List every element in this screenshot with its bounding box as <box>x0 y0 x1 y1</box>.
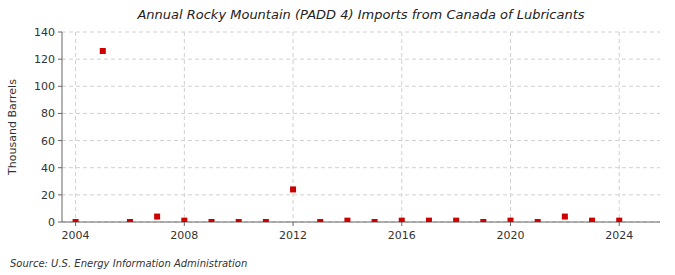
chart-svg: 0 20 40 60 80 100 120 140 2004 2008 2012 2016 2020 20… <box>0 0 675 275</box>
y-tick <box>58 113 62 114</box>
point <box>236 219 242 222</box>
x-tick <box>401 222 402 226</box>
point <box>480 219 486 222</box>
x-tick-label: 2004 <box>62 229 90 242</box>
point <box>263 219 269 222</box>
x-tick-label: 2012 <box>279 229 307 242</box>
point <box>372 219 378 222</box>
y-tick-label: 40 <box>41 162 55 175</box>
ticks: 0 20 40 60 80 100 120 140 2004 2008 2012 2016 2020 20… <box>34 26 633 242</box>
x-tick <box>510 222 511 226</box>
y-grid-line <box>62 32 660 33</box>
x-tick <box>293 222 294 226</box>
x-tick-label: 2020 <box>497 229 525 242</box>
point <box>127 219 133 222</box>
y-grid-line <box>62 113 660 114</box>
y-tick <box>58 194 62 195</box>
point <box>562 214 568 220</box>
point <box>317 219 323 222</box>
y-tick <box>58 32 62 33</box>
x-grid-line <box>619 32 620 222</box>
y-tick <box>58 140 62 141</box>
x-axis-line <box>62 222 660 223</box>
x-grid-line <box>184 32 185 222</box>
x-tick-label: 2008 <box>170 229 198 242</box>
points <box>73 48 623 222</box>
x-tick-label: 2016 <box>388 229 416 242</box>
y-axis-label: Thousand Barrels <box>6 79 19 176</box>
point <box>181 218 187 222</box>
point <box>535 219 541 222</box>
annotation: Source: U.S. Energy Information Administ… <box>10 258 247 269</box>
point <box>209 219 215 222</box>
x-tick <box>75 222 76 226</box>
x-tick <box>184 222 185 226</box>
point <box>154 214 160 220</box>
x-grid-line <box>510 32 511 222</box>
y-tick-label: 60 <box>41 135 55 148</box>
y-tick <box>58 59 62 60</box>
y-tick-label: 100 <box>34 80 55 93</box>
x-tick <box>619 222 620 226</box>
point <box>100 48 106 54</box>
title: Annual Rocky Mountain (PADD 4) Imports f… <box>136 7 584 22</box>
y-axis-line <box>62 32 63 222</box>
x-grid-line <box>293 32 294 222</box>
y-tick-label: 0 <box>48 216 55 229</box>
x-grid-line <box>401 32 402 222</box>
y-tick-label: 20 <box>41 189 55 202</box>
point <box>508 218 514 222</box>
y-tick-label: 140 <box>34 26 55 39</box>
point <box>616 218 622 222</box>
y-grid-line <box>62 222 660 223</box>
grid <box>62 32 660 222</box>
y-tick-label: 80 <box>41 107 55 120</box>
point <box>290 186 296 192</box>
x-grid-line <box>75 32 76 222</box>
y-grid-line <box>62 194 660 195</box>
y-grid-line <box>62 167 660 168</box>
y-grid-line <box>62 59 660 60</box>
y-grid-line <box>62 140 660 141</box>
y-tick <box>58 222 62 223</box>
y-grid-line <box>62 86 660 87</box>
chart-container: 0 20 40 60 80 100 120 140 2004 2008 2012 2016 2020 20… <box>0 0 675 275</box>
point <box>589 218 595 222</box>
y-tick-label: 120 <box>34 53 55 66</box>
y-tick <box>58 86 62 87</box>
point <box>426 218 432 222</box>
point <box>73 219 79 222</box>
point <box>344 218 350 222</box>
x-tick-label: 2024 <box>605 229 633 242</box>
y-tick <box>58 167 62 168</box>
point <box>453 218 459 222</box>
point <box>399 218 405 222</box>
